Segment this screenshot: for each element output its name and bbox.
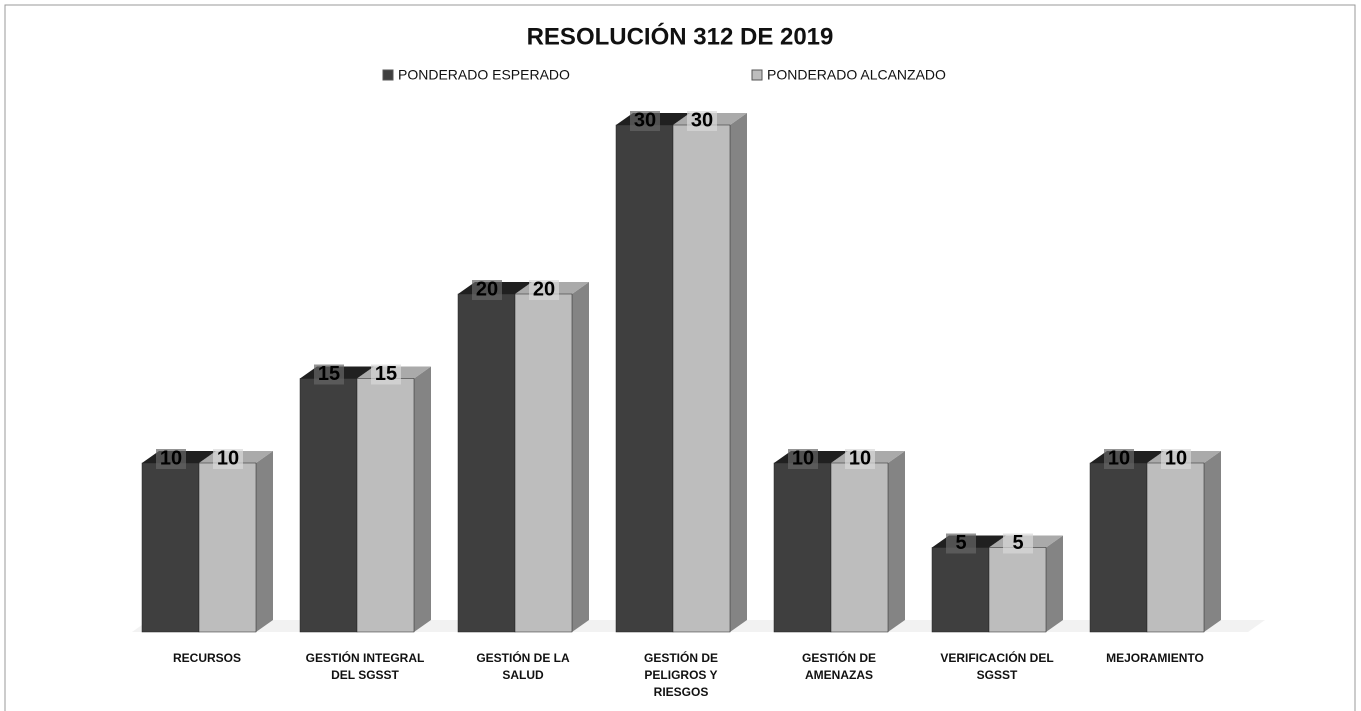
bar (299, 378, 358, 633)
value-label: 20 (476, 278, 498, 300)
bar (931, 547, 990, 633)
bar (356, 378, 415, 633)
bar-side (414, 366, 431, 632)
value-label: 20 (533, 278, 555, 300)
bar (830, 462, 889, 633)
bar (988, 547, 1047, 633)
legend-label: PONDERADO ALCANZADO (767, 67, 946, 83)
value-label: 10 (160, 447, 182, 469)
value-label: 15 (318, 363, 340, 385)
bar (141, 462, 200, 633)
bar-side (1204, 451, 1221, 632)
value-label-box (845, 449, 875, 469)
legend-label: PONDERADO ESPERADO (398, 67, 570, 83)
x-tick-label: GESTIÓN DE PELIGROS Y RIESGOS (643, 651, 718, 699)
value-label-box (529, 280, 559, 300)
bar-side (572, 282, 589, 632)
value-label: 30 (691, 109, 713, 131)
value-label: 10 (1165, 447, 1187, 469)
bar (773, 462, 832, 633)
bar (514, 293, 573, 633)
x-tick-label: GESTIÓN DE AMENAZAS (801, 651, 876, 682)
value-label: 10 (217, 447, 239, 469)
x-tick-label: RECURSOS (172, 651, 241, 665)
legend-swatch (751, 69, 763, 81)
value-label-box (314, 364, 344, 385)
bar (198, 462, 257, 633)
value-label-box (371, 364, 401, 385)
value-label: 30 (634, 109, 656, 131)
value-label: 10 (1108, 447, 1130, 469)
x-tick-label: VERIFICACIÓN DEL SGSST (940, 651, 1054, 682)
bar-side (888, 451, 905, 632)
bar-side (256, 451, 273, 632)
value-label-box (1104, 449, 1134, 469)
x-tick-label: GESTIÓN INTEGRAL DEL SGSST (305, 651, 425, 682)
value-label-box (1161, 449, 1191, 469)
value-label-box (946, 533, 976, 554)
bar (1146, 462, 1205, 633)
value-label-box (156, 449, 186, 469)
bar (457, 293, 516, 633)
value-label-box (472, 280, 502, 300)
x-tick-label: GESTIÓN DE LA SALUD (476, 651, 570, 682)
value-label-box (1003, 533, 1033, 554)
value-label-box (687, 111, 717, 131)
bar-side (730, 113, 747, 632)
chart-title: RESOLUCIÓN 312 DE 2019 (527, 22, 834, 50)
x-tick-label: MEJORAMIENTO (1106, 651, 1204, 665)
value-label: 10 (849, 447, 871, 469)
frame (4, 4, 1356, 711)
bar (1089, 462, 1148, 633)
value-label: 5 (1012, 532, 1023, 554)
value-label: 10 (792, 447, 814, 469)
value-label-box (213, 449, 243, 469)
bar (672, 124, 731, 633)
value-label-box (788, 449, 818, 469)
bar-side (1046, 535, 1063, 632)
value-label: 5 (955, 532, 966, 554)
value-label: 15 (375, 363, 397, 385)
value-label-box (630, 111, 660, 131)
legend-swatch (382, 69, 394, 81)
bar (615, 124, 674, 633)
